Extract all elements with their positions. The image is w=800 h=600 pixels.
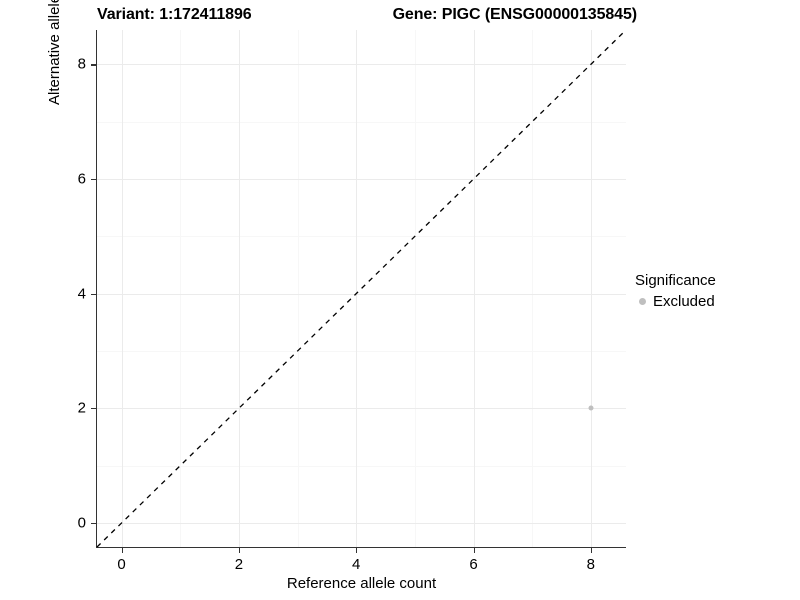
y-tick-mark-6 xyxy=(91,179,96,181)
plot-panel xyxy=(96,29,627,548)
data-point xyxy=(588,405,594,411)
legend-dot xyxy=(639,297,646,305)
y-tick-mark-4 xyxy=(91,293,96,295)
gridline-h-8 xyxy=(97,64,626,66)
x-tick-mark-8 xyxy=(590,548,592,553)
y-tick-label-6: 6 xyxy=(77,170,86,188)
x-tick-label-6: 6 xyxy=(469,556,478,573)
gene-title: Gene: PIGC (ENSG00000135845) xyxy=(392,6,638,23)
x-tick-label-4: 4 xyxy=(352,556,361,573)
legend: Significance Excluded xyxy=(634,272,794,311)
y-axis-label: Alternative allele count xyxy=(46,0,63,105)
legend-item-label: Excluded xyxy=(653,292,715,310)
y-tick-label-4: 4 xyxy=(77,285,86,303)
reference-line-layer xyxy=(96,29,627,548)
identity-reference-line xyxy=(96,29,627,548)
gridline-h-0 xyxy=(97,522,626,524)
gridline-v-5 xyxy=(414,30,416,547)
y-tick-label-0: 0 xyxy=(77,514,86,532)
gridline-v-7 xyxy=(532,30,534,547)
x-tick-mark-2 xyxy=(238,548,241,553)
legend-title: Significance xyxy=(635,272,716,289)
gridline-v-3 xyxy=(297,30,299,547)
gridline-h-1 xyxy=(97,465,626,467)
legend-items: Excluded xyxy=(634,291,794,311)
x-tick-label-2: 2 xyxy=(234,556,244,573)
x-tick-label-8: 8 xyxy=(586,556,595,573)
y-tick-label-2: 2 xyxy=(77,399,86,417)
y-tick-label-8: 8 xyxy=(77,55,86,73)
y-tick-mark-8 xyxy=(91,64,96,66)
legend-item-excluded[interactable]: Excluded xyxy=(634,291,794,311)
x-axis-label: Reference allele count xyxy=(286,575,437,592)
gridline-v-4 xyxy=(356,30,358,547)
gridline-h-3 xyxy=(97,351,626,352)
gridline-h-4 xyxy=(97,293,626,295)
variant-title: Variant: 1:172411896 xyxy=(97,6,252,23)
x-tick-mark-6 xyxy=(473,548,475,553)
legend-key-dot-icon xyxy=(634,293,651,310)
gridline-h-2 xyxy=(97,408,626,410)
gridline-h-5 xyxy=(97,236,626,238)
y-tick-mark-2 xyxy=(91,408,96,410)
gridline-v-1 xyxy=(180,30,182,547)
x-tick-label-0: 0 xyxy=(117,556,126,573)
gridline-v-2 xyxy=(238,30,240,547)
y-tick-mark-0 xyxy=(91,522,96,525)
gridline-v-0 xyxy=(121,30,123,547)
gridline-h-7 xyxy=(97,121,626,123)
gridline-h-6 xyxy=(97,179,626,180)
gridline-v-8 xyxy=(590,30,592,547)
gridline-v-6 xyxy=(473,30,475,547)
x-tick-mark-4 xyxy=(356,548,358,553)
chart-title-row: Variant: 1:172411896 Gene: PIGC (ENSG000… xyxy=(97,4,637,26)
x-tick-mark-0 xyxy=(121,548,123,553)
